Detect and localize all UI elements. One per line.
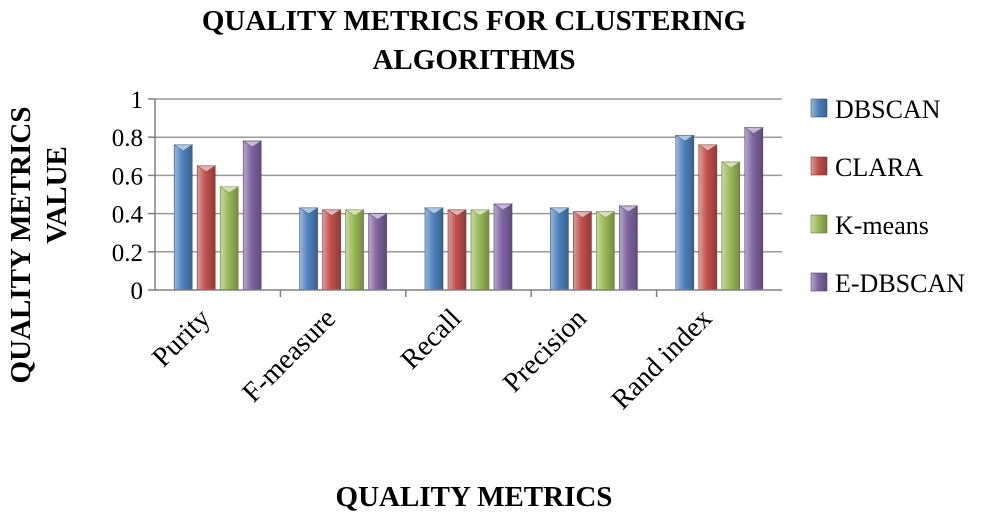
category-label-rand-index: Rand index: [606, 303, 719, 416]
bar-purity-k-means: [219, 186, 240, 291]
y-axis-title-line-2: VALUE: [41, 146, 73, 244]
bar-precision-e-dbscan: [618, 205, 639, 291]
bar-rand-index-clara: [697, 144, 718, 291]
bars: [173, 127, 764, 291]
chart-title-line-2: ALGORITHMS: [372, 44, 575, 76]
legend-item-dbscan: DBSCAN: [810, 95, 941, 124]
x-axis-title: QUALITY METRICS: [336, 481, 613, 513]
category-label-f-measure: F-measure: [237, 303, 342, 408]
bar-f-measure-clara: [321, 209, 342, 291]
legend-swatch-k-means: [810, 214, 828, 234]
y-tick-label-0-2: 0.2: [112, 240, 143, 267]
legend: DBSCAN CLARA K-means E-DBSCAN: [810, 95, 965, 298]
legend-label-k-means: K-means: [835, 211, 929, 240]
legend-item-k-means: K-means: [810, 211, 929, 240]
bar-recall-dbscan: [424, 207, 444, 291]
legend-label-e-dbscan: E-DBSCAN: [835, 269, 965, 298]
y-tick-label-0-6: 0.6: [112, 163, 143, 190]
bar-f-measure-e-dbscan: [367, 213, 388, 291]
y-axis-title-line-1: QUALITY METRICS: [5, 107, 37, 384]
category-label-purity: Purity: [146, 303, 216, 373]
legend-swatch-clara: [810, 156, 828, 176]
category-label-recall: Recall: [395, 303, 468, 376]
chart-title-line-1: QUALITY METRICS FOR CLUSTERING: [202, 5, 746, 37]
axes: [154, 99, 782, 297]
bar-recall-k-means: [470, 209, 490, 291]
y-tick-label-0-4: 0.4: [112, 202, 144, 229]
bar-recall-e-dbscan: [493, 203, 513, 291]
legend-item-clara: CLARA: [810, 153, 923, 182]
bar-purity-dbscan: [173, 144, 194, 291]
category-label-precision: Precision: [497, 303, 593, 399]
bar-purity-clara: [196, 165, 217, 291]
bar-precision-dbscan: [549, 207, 570, 291]
y-tick-label-1: 1: [131, 87, 144, 114]
bar-rand-index-k-means: [720, 161, 741, 291]
legend-label-dbscan: DBSCAN: [835, 95, 941, 124]
bar-rand-index-dbscan: [674, 134, 695, 291]
legend-item-e-dbscan: E-DBSCAN: [810, 269, 965, 298]
bar-rand-index-e-dbscan: [743, 127, 764, 291]
bar-precision-clara: [572, 211, 593, 291]
bar-precision-k-means: [595, 211, 616, 291]
legend-swatch-e-dbscan: [810, 272, 828, 292]
bar-f-measure-k-means: [344, 209, 365, 291]
y-tick-label-0-8: 0.8: [112, 125, 143, 152]
bar-recall-clara: [447, 209, 467, 291]
legend-swatch-dbscan: [810, 98, 828, 118]
y-tick-labels: 0 0.2 0.4 0.6 0.8 1: [112, 87, 144, 305]
y-tick-label-0: 0: [131, 278, 144, 305]
category-labels: Purity F-measure Recall Precision Rand index: [146, 303, 718, 416]
bar-purity-e-dbscan: [242, 140, 263, 291]
bar-f-measure-dbscan: [298, 207, 319, 291]
legend-label-clara: CLARA: [835, 153, 923, 182]
